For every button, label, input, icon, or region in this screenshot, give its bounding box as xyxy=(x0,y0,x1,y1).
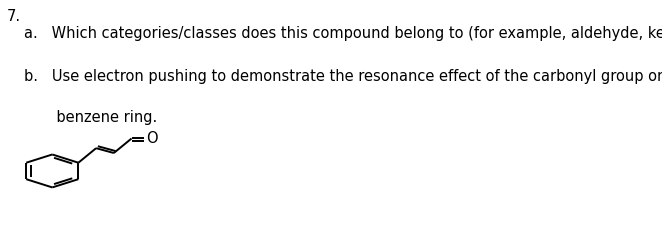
Text: 7.: 7. xyxy=(7,9,21,24)
Text: benzene ring.: benzene ring. xyxy=(24,110,157,125)
Text: a.   Which categories/classes does this compound belong to (for example, aldehyd: a. Which categories/classes does this co… xyxy=(24,26,662,41)
Text: b.   Use electron pushing to demonstrate the resonance effect of the carbonyl gr: b. Use electron pushing to demonstrate t… xyxy=(24,69,662,84)
Text: O: O xyxy=(146,131,158,146)
